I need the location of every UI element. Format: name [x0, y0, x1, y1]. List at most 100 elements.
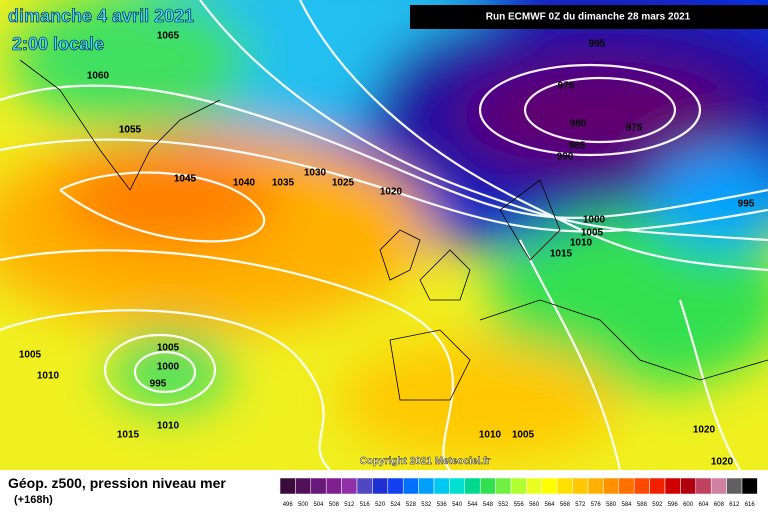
- scale-swatch: [310, 477, 327, 495]
- scale-swatch: [387, 477, 404, 495]
- isobar-label: 975: [558, 81, 575, 92]
- footer-lead: (+168h): [14, 494, 53, 506]
- scale-label: 524: [390, 502, 401, 508]
- scale-label: 500: [298, 502, 309, 508]
- scale-label: 556: [514, 502, 525, 508]
- scale-label: 536: [437, 502, 448, 508]
- scale-label: 496: [283, 502, 294, 508]
- scale-swatch: [526, 477, 543, 495]
- isobar-label: 1000: [157, 362, 180, 373]
- scale-swatch: [464, 477, 481, 495]
- scale-swatch: [510, 477, 527, 495]
- isobar-label: 995: [150, 379, 167, 390]
- scale-swatch: [541, 477, 558, 495]
- scale-label: 588: [637, 502, 648, 508]
- isobar-label: 1030: [304, 168, 327, 179]
- isobar-label: 995: [589, 39, 606, 50]
- scale-swatch: [479, 477, 496, 495]
- scale-swatch: [449, 477, 466, 495]
- scale-label: 512: [344, 502, 355, 508]
- scale-swatch: [649, 477, 666, 495]
- isobar-label: 1055: [119, 125, 142, 136]
- isobar-label: 1005: [581, 228, 604, 239]
- isobar-label: 1020: [380, 187, 403, 198]
- scale-swatch: [572, 477, 589, 495]
- isobar-label: 1015: [117, 430, 140, 441]
- scale-swatch: [356, 477, 373, 495]
- scale-label: 604: [698, 502, 709, 508]
- isobar-label: 1025: [332, 178, 355, 189]
- scale-swatch: [741, 477, 758, 495]
- map-time: 2:00 locale: [12, 34, 104, 54]
- isobar-label: 1010: [570, 238, 593, 249]
- scale-label: 616: [745, 502, 756, 508]
- isobar-label: 1040: [233, 178, 256, 189]
- scale-label: 532: [421, 502, 432, 508]
- isobar-label: 1020: [693, 425, 716, 436]
- scale-swatch: [295, 477, 312, 495]
- scale-swatch: [603, 477, 620, 495]
- isobar-label: 1005: [512, 430, 535, 441]
- isobar-label: 990: [557, 152, 574, 163]
- scale-swatch: [372, 477, 389, 495]
- scale-label: 564: [544, 502, 555, 508]
- scale-swatch: [433, 477, 450, 495]
- scale-label: 508: [329, 502, 340, 508]
- scale-label: 548: [483, 502, 494, 508]
- scale-swatch: [618, 477, 635, 495]
- isobar-label: 1005: [157, 343, 180, 354]
- isobar-label: 975: [626, 123, 643, 134]
- scale-swatch: [556, 477, 573, 495]
- scale-label: 584: [621, 502, 632, 508]
- copyright: Copyright 2021 Meteociel.fr: [360, 456, 491, 467]
- scale-swatch: [710, 477, 727, 495]
- scale-label: 552: [498, 502, 509, 508]
- scale-swatch: [325, 477, 342, 495]
- scale-label: 600: [683, 502, 694, 508]
- isobar-label: 1035: [272, 178, 295, 189]
- scale-label: 516: [360, 502, 371, 508]
- scale-label: 576: [591, 502, 602, 508]
- scale-swatch: [680, 477, 697, 495]
- scale-label: 596: [668, 502, 679, 508]
- scale-label: 612: [729, 502, 740, 508]
- isobar-label: 1020: [711, 457, 734, 468]
- run-label: Run ECMWF 0Z du dimanche 28 mars 2021: [486, 12, 691, 23]
- isobar-label: 1045: [174, 174, 197, 185]
- map-date: dimanche 4 avril 2021: [8, 6, 194, 26]
- scale-swatch: [695, 477, 712, 495]
- isobar-label: 980: [570, 119, 587, 130]
- scale-swatch: [726, 477, 743, 495]
- footer-title: Géop. z500, pression niveau mer: [8, 475, 226, 491]
- scale-swatch: [341, 477, 358, 495]
- scale-label: 560: [529, 502, 540, 508]
- scale-label: 568: [560, 502, 571, 508]
- isobar-label: 1045: [174, 174, 197, 185]
- scale-swatch: [664, 477, 681, 495]
- isobar-label: 1060: [87, 71, 110, 82]
- scale-swatch: [402, 477, 419, 495]
- isobar-label: 995: [738, 199, 755, 210]
- isobar-label: 1010: [479, 430, 502, 441]
- scale-label: 520: [375, 502, 386, 508]
- scale-label: 572: [575, 502, 586, 508]
- scale-label: 544: [467, 502, 478, 508]
- isobar-label: 1010: [37, 371, 60, 382]
- isobar-label: 985: [569, 141, 586, 152]
- scale-swatch: [279, 477, 296, 495]
- scale-label: 608: [714, 502, 725, 508]
- scale-swatch: [418, 477, 435, 495]
- scale-label: 504: [313, 502, 324, 508]
- isobar-label: 1000: [583, 215, 606, 226]
- scale-label: 540: [452, 502, 463, 508]
- scale-swatch: [495, 477, 512, 495]
- isobar-label: 1065: [157, 31, 180, 42]
- scale-label: 592: [652, 502, 663, 508]
- isobar-label: 1005: [19, 350, 42, 361]
- isobar-label: 1010: [157, 421, 180, 432]
- color-scale: 496 500 504 508 512 516 520 524 528 532 536 540 544 5…: [279, 477, 758, 508]
- scale-label: 580: [606, 502, 617, 508]
- scale-swatch: [633, 477, 650, 495]
